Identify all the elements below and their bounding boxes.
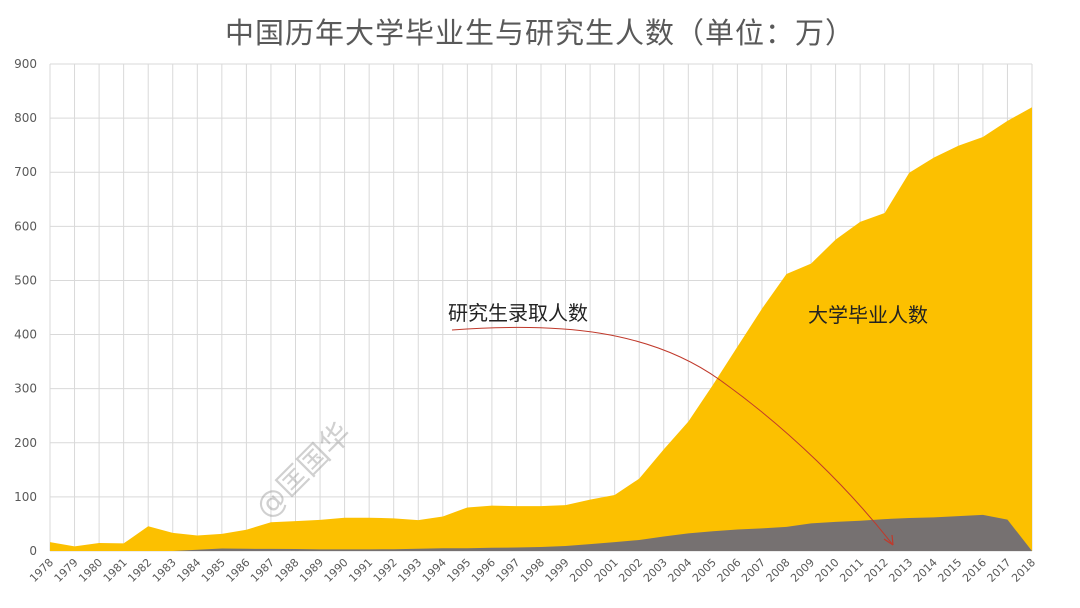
x-tick-label: 1987 [248, 556, 277, 585]
x-tick-label: 1986 [224, 556, 253, 585]
y-tick-label: 900 [14, 57, 37, 71]
x-tick-label: 1994 [420, 556, 449, 585]
x-tick-label: 1981 [101, 556, 130, 585]
x-tick-label: 2003 [641, 556, 670, 585]
x-tick-label: 2010 [813, 556, 842, 585]
y-tick-label: 0 [29, 544, 37, 558]
x-tick-label: 2017 [985, 556, 1014, 585]
x-tick-label: 1993 [395, 556, 424, 585]
x-tick-label: 1989 [297, 556, 326, 585]
x-tick-label: 2018 [1009, 556, 1038, 585]
annotation-grad-enrollment: 研究生录取人数 [448, 301, 588, 325]
annotation-college-graduates: 大学毕业人数 [808, 303, 928, 327]
x-tick-label: 2007 [739, 556, 768, 585]
x-tick-label: 2000 [567, 556, 596, 585]
x-tick-label: 2013 [886, 556, 915, 585]
x-tick-label: 2008 [764, 556, 793, 585]
annotation-arrow [451, 326, 894, 546]
x-tick-label: 1979 [52, 556, 81, 585]
x-tick-label: 1990 [322, 556, 351, 585]
x-tick-label: 1984 [174, 556, 203, 585]
x-tick-label: 2005 [690, 556, 719, 585]
y-tick-label: 100 [14, 490, 37, 504]
area-series-college-graduates [50, 107, 1032, 552]
y-tick-label: 600 [14, 219, 37, 233]
area-series-grad-enrollment [50, 514, 1032, 551]
x-tick-label: 1995 [444, 556, 473, 585]
arrowhead-icon [883, 534, 894, 546]
x-tick-label: 1980 [76, 556, 105, 585]
x-tick-label: 1988 [273, 556, 302, 585]
x-tick-label: 1992 [371, 556, 400, 585]
y-tick-label: 400 [14, 328, 37, 342]
x-tick-label: 1997 [494, 556, 523, 585]
x-tick-label: 2016 [960, 556, 989, 585]
y-tick-label: 800 [14, 111, 37, 125]
x-tick-label: 1996 [469, 556, 498, 585]
x-tick-label: 2002 [616, 556, 645, 585]
x-tick-label: 1983 [150, 556, 179, 585]
chart-title: 中国历年大学毕业生与研究生人数（单位：万） [224, 16, 855, 50]
x-tick-label: 2014 [911, 556, 940, 585]
y-tick-label: 500 [14, 273, 37, 287]
x-tick-label: 2015 [935, 556, 964, 585]
y-tick-label: 200 [14, 436, 37, 450]
x-tick-label: 1982 [125, 556, 154, 585]
x-tick-label: 2006 [715, 556, 744, 585]
x-tick-label: 2009 [788, 556, 817, 585]
x-tick-label: 1998 [518, 556, 547, 585]
x-tick-label: 1978 [27, 556, 56, 585]
x-tick-label: 1999 [543, 556, 572, 585]
x-tick-label: 2001 [592, 556, 621, 585]
watermark: @匡国华 [249, 416, 359, 526]
y-tick-label: 300 [14, 382, 37, 396]
x-tick-label: 2012 [862, 556, 891, 585]
x-tick-label: 2004 [665, 556, 694, 585]
y-tick-label: 700 [14, 165, 37, 179]
x-tick-label: 2011 [837, 556, 866, 585]
x-tick-label: 1985 [199, 556, 228, 585]
x-tick-label: 1991 [346, 556, 375, 585]
